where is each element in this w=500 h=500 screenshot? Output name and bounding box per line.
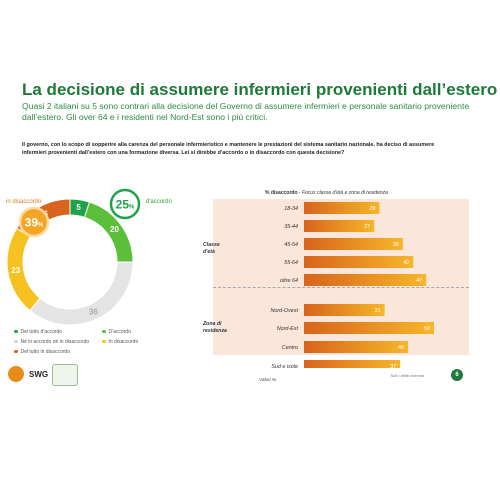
page-title: La decisione di assumere infermieri prov… [22,80,498,99]
group-separator [213,287,469,288]
legend-label: Del tutto d'accordo [20,329,63,335]
bar-value-label: 31 [375,308,381,314]
legend-item-3: Né in accordo né in disaccordo [14,339,89,345]
bar-category-label: 35-44 [284,224,298,230]
bar-value-label: 40 [398,345,404,351]
disaccordo-value: 39% [25,216,44,230]
partner-logo-icon [52,364,78,386]
survey-question: Il governo, con lo scopo di sopperire al… [22,142,435,156]
bar-value-label: 50 [424,326,430,332]
bar-category-label: Sud e isole [271,364,298,368]
bar-1-0 [304,304,385,316]
bar-category-label: Nord-Est [277,326,299,332]
bar-value-label: 37 [390,364,396,368]
group-label-eta-line2: d'età [203,249,215,255]
legend-label: In disaccordo [108,339,139,345]
group-label-eta-line1: Classe [203,242,220,248]
bar-value-label: 42 [403,260,409,266]
bar-1-3 [304,360,401,368]
accordo-number: 25 [116,198,130,212]
donut-value-label-2: 20 [110,225,119,234]
bar-chart: 18-34 29 35-44 27 45-54 38 55-64 42 oltre 64 47 No… [270,202,434,368]
values-note: Valori %. [259,377,278,382]
group-label-zona: Zona di residenza [203,321,227,335]
bar-value-label: 27 [364,224,370,230]
bar-value-label: 47 [416,278,422,284]
legend-label: Né in accordo né in disaccordo [20,339,90,345]
bar-0-4 [304,274,427,286]
donut-value-label-3: 36 [89,307,98,316]
bar-category-label: Nord-Ovest [270,308,298,314]
legend-item-2: D'accordo [102,329,131,335]
legend-dot-icon [102,339,106,344]
accordo-badge [109,188,141,220]
donut-value-label-4: 23 [11,266,20,275]
bar-value-label: 29 [369,206,375,212]
bar-chart-title-sub: - Focus classe d'età e zona di residenza [298,190,388,196]
bar-chart-panel: % disaccordo - Focus classe d'età e zona… [203,188,478,368]
legend-dot-icon [14,349,18,354]
label-d-accordo: d'accordo [146,199,172,205]
bar-1-1 [304,322,434,334]
donut-slice-3 [29,261,134,326]
disaccordo-number: 39 [25,216,39,230]
bar-1-2 [304,341,408,353]
accordo-value: 25% [116,198,135,212]
legend-dot-icon [14,329,18,334]
bar-chart-title-main: % disaccordo [265,190,298,196]
swg-logo-text: SWG [29,370,49,379]
bar-category-label: oltre 64 [280,278,298,284]
label-in-disaccordo: in disaccordo [6,199,42,205]
legend-item-5: Del tutto in disaccordo [14,349,70,355]
bar-0-3 [304,256,414,268]
group-label-zona-line2: residenza [203,328,227,334]
bar-0-2 [304,238,403,250]
legend-item-1: Del tutto d'accordo [14,329,62,335]
bar-chart-title: % disaccordo - Focus classe d'età e zona… [265,190,388,196]
legend-dot-icon [102,329,106,334]
bar-0-0 [304,202,380,214]
legend-label: Del tutto in disaccordo [20,349,70,355]
rights-note: Tutti i diritti riservati [390,373,425,378]
donut-value-label-1: 5 [76,203,81,212]
disaccordo-unit: % [38,223,44,229]
legend-label: D'accordo [108,329,131,335]
swg-logo-icon [8,366,24,382]
bar-category-label: 18-34 [284,206,298,212]
bar-0-1 [304,220,375,232]
bar-category-label: Centro [282,345,298,351]
bar-value-label: 38 [393,242,399,248]
disaccordo-badge [18,206,50,238]
bar-category-label: 45-54 [284,242,298,248]
page-number: 6 [451,369,463,381]
accordo-unit: % [129,205,135,211]
legend-dot-icon [14,339,18,344]
group-label-eta: Classe d'età [203,242,220,256]
donut-chart: 52036231639%25% [6,188,141,326]
bar-category-label: 55-64 [284,260,298,266]
group-label-zona-line1: Zona di [203,321,222,327]
page-subtitle: Quasi 2 italiani su 5 sono contrari alla… [22,101,470,122]
legend-item-4: In disaccordo [102,339,138,345]
